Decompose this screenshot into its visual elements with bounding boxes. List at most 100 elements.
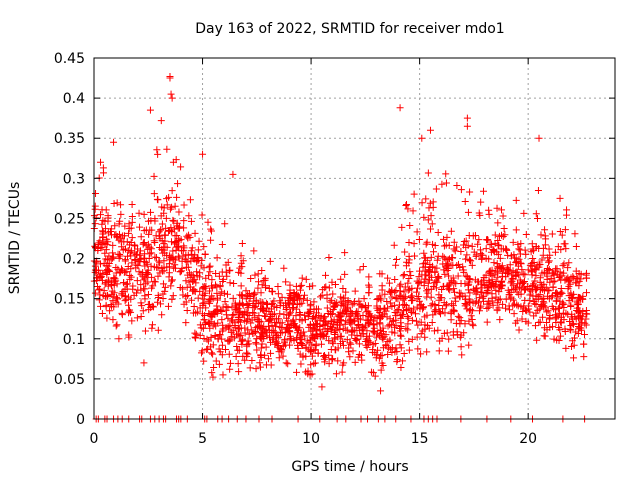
data-point [105,252,113,260]
data-point [464,208,472,216]
data-point [576,307,584,315]
data-point [308,341,316,349]
data-point [469,322,477,330]
data-point [196,331,204,339]
data-point [422,240,430,248]
data-point [345,312,353,320]
data-point [163,201,171,209]
data-point [218,308,226,316]
data-point [200,335,208,343]
data-point [144,278,152,286]
data-point [521,246,529,254]
data-point [502,304,510,312]
data-point [362,341,370,349]
data-point [342,326,350,334]
data-point [397,332,405,340]
data-point [467,312,475,320]
data-point [393,356,401,364]
data-point [168,295,176,303]
data-point [548,230,556,238]
data-point [219,371,227,379]
data-point [110,289,118,297]
data-point [222,346,230,354]
plot-frame [93,57,616,420]
data-point [302,368,310,376]
data-point [148,324,156,332]
data-point [184,263,192,271]
data-point [369,348,377,356]
data-point [146,243,154,251]
data-point [175,223,183,231]
data-point [338,310,346,318]
data-point [391,276,399,283]
data-point [377,330,385,338]
data-point [369,341,377,349]
data-point [379,361,387,369]
data-point [286,295,294,303]
data-point [350,316,358,324]
data-point [91,262,99,270]
data-point [466,188,474,196]
data-point [150,237,158,245]
data-point [273,319,281,327]
data-point [225,350,233,358]
data-point [225,337,233,345]
data-point [230,334,238,342]
data-point [406,268,414,276]
data-point [442,302,450,310]
data-point [371,314,379,322]
data-point [583,269,591,277]
data-point [130,291,138,299]
data-point [525,285,533,293]
data-point [352,308,360,316]
data-point [545,258,553,266]
data-point [476,246,484,254]
data-point [168,276,176,284]
data-point [466,276,474,284]
data-point [162,214,170,222]
data-point [450,288,458,296]
x-tick-label: 10 [302,431,320,447]
data-point [532,210,540,218]
data-point [581,330,589,338]
data-point [168,277,176,285]
data-point [328,355,336,363]
data-point [205,287,213,295]
data-point [475,307,483,315]
data-point [541,226,549,234]
data-point [98,243,106,251]
data-point [269,299,277,307]
data-point [327,310,335,318]
data-point [110,138,118,146]
data-point [384,351,392,359]
data-point [560,269,568,277]
data-point [316,330,324,338]
data-point [226,279,234,287]
data-point [515,271,523,279]
data-point [202,304,210,312]
data-point [139,307,147,315]
data-point [479,276,487,284]
data-point [552,306,560,314]
data-point [493,260,501,268]
data-point [355,340,363,348]
data-point [396,104,404,112]
data-point [477,198,485,206]
data-point [413,277,421,285]
data-point [465,280,473,288]
data-point [477,302,485,310]
data-point [201,319,209,327]
data-point [372,354,380,362]
data-point [496,295,504,303]
data-point [150,172,158,180]
data-point [400,288,408,296]
data-point [175,235,183,243]
data-point [135,209,143,217]
data-point [459,263,467,271]
data-point [276,345,284,353]
data-point [393,358,401,366]
data-point [550,335,558,343]
data-point [221,298,229,306]
data-point [520,209,528,217]
data-point [200,357,208,365]
